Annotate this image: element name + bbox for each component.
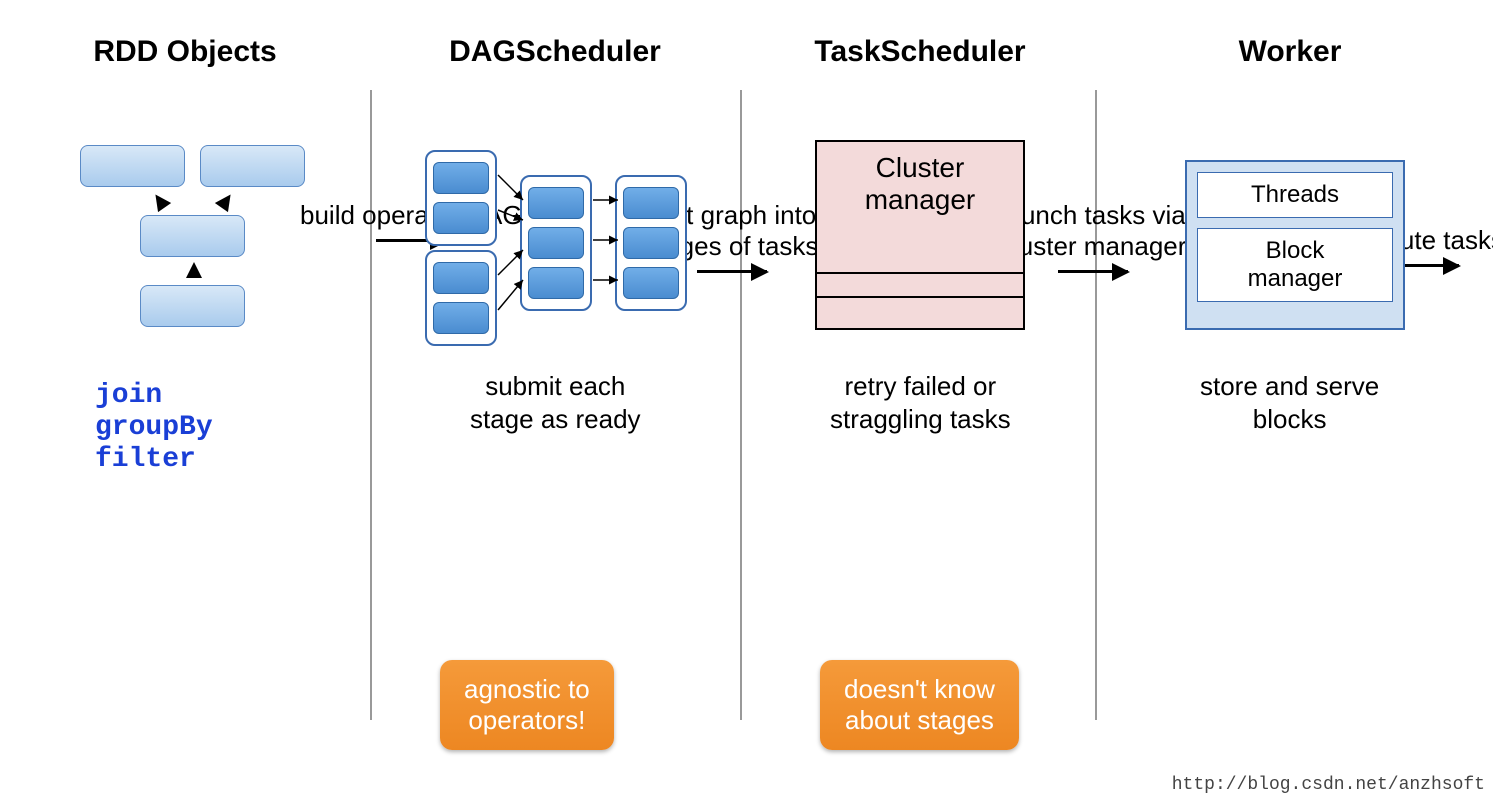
cm-divider-icon <box>817 296 1023 298</box>
arrow-3: launch tasks viacluster manager <box>1000 200 1186 273</box>
divider-3 <box>1095 90 1097 720</box>
col3-title: TaskScheduler <box>770 35 1070 69</box>
col4-title: Worker <box>1140 35 1440 69</box>
arrow-line-icon <box>1058 270 1128 273</box>
watermark: http://blog.csdn.net/anzhsoft <box>1172 775 1485 795</box>
rdd-node <box>140 285 245 327</box>
worker-block-manager: Blockmanager <box>1197 228 1393 302</box>
worker-desc: store and serveblocks <box>1200 370 1379 435</box>
rdd-ops-code: join groupBy filter <box>95 380 213 477</box>
col2-title: DAGScheduler <box>405 35 705 69</box>
worker-threads: Threads <box>1197 172 1393 218</box>
cluster-desc: retry failed orstraggling tasks <box>830 370 1011 435</box>
rdd-node <box>200 145 305 187</box>
arrow-3-label: launch tasks viacluster manager <box>1000 200 1186 262</box>
dag-badge: agnostic tooperators! <box>440 660 614 750</box>
tree-arrow-icon <box>186 262 202 278</box>
col1-title: RDD Objects <box>35 35 335 69</box>
dag-edges <box>420 150 720 350</box>
cm-divider-icon <box>817 272 1023 274</box>
cluster-manager-box: Clustermanager <box>815 140 1025 330</box>
spark-pipeline-diagram: RDD Objects DAGScheduler TaskScheduler W… <box>0 0 1493 801</box>
tree-arrow-icon <box>215 190 237 212</box>
dag-desc: submit eachstage as ready <box>470 370 641 435</box>
cluster-manager-title: Clustermanager <box>817 142 1023 216</box>
rdd-node <box>80 145 185 187</box>
worker-box: Threads Blockmanager <box>1185 160 1405 330</box>
tree-arrow-icon <box>149 190 171 212</box>
cluster-badge: doesn't knowabout stages <box>820 660 1019 750</box>
divider-1 <box>370 90 372 720</box>
divider-2 <box>740 90 742 720</box>
rdd-node <box>140 215 245 257</box>
